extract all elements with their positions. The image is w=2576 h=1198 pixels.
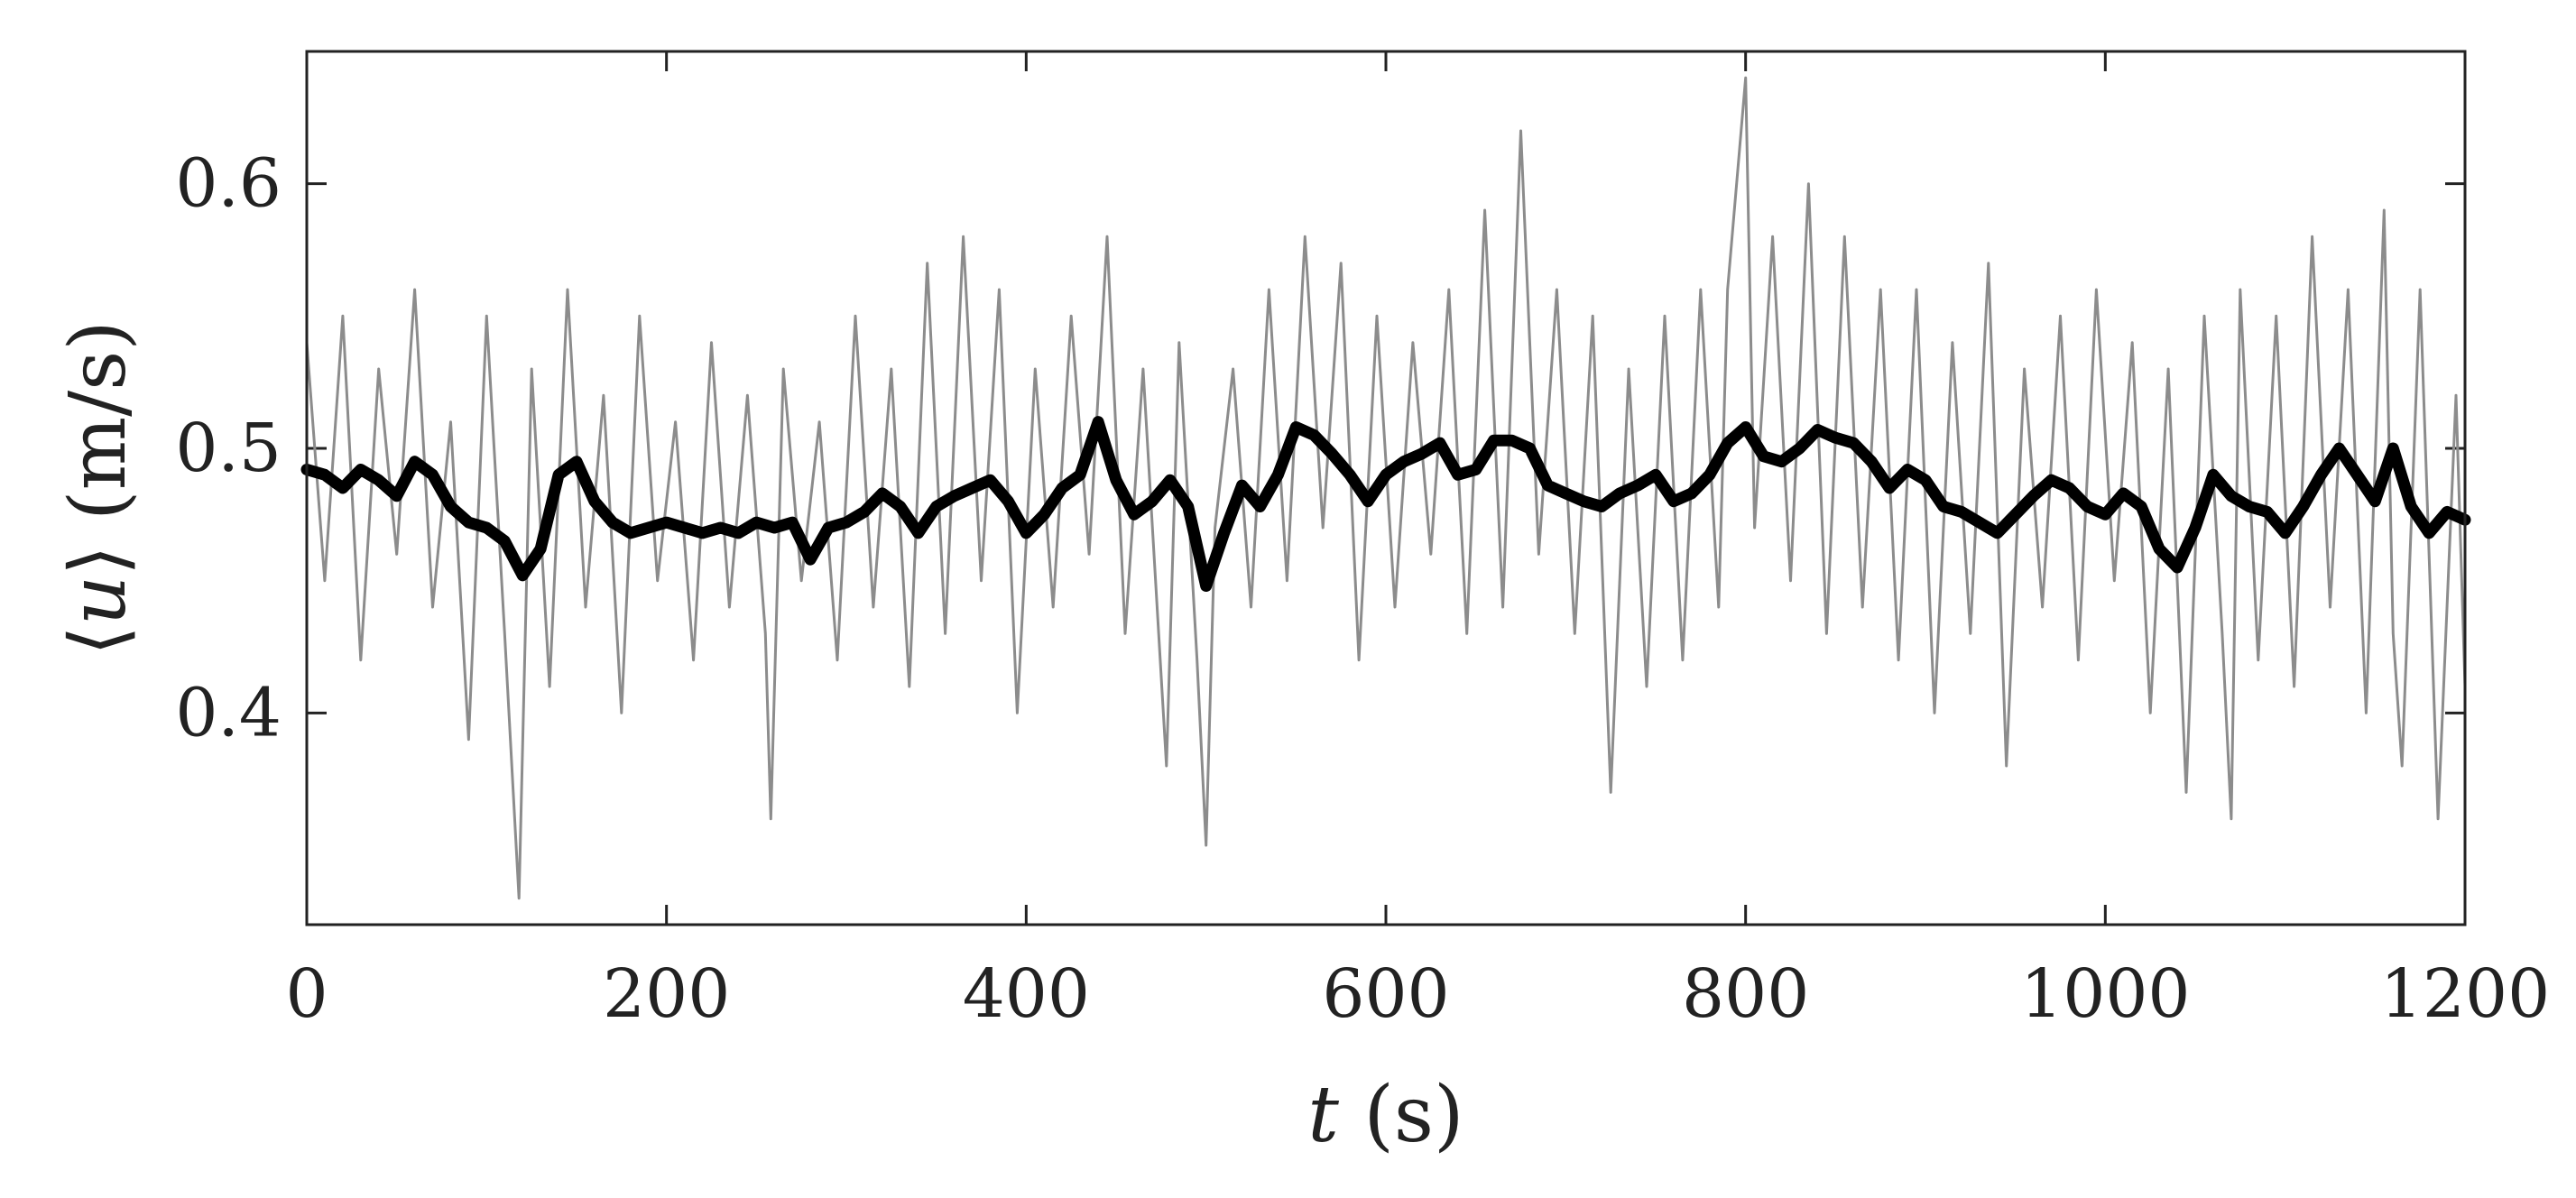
x-tick-label: 200	[603, 955, 730, 1033]
plot-background	[307, 51, 2465, 925]
x-axis-tick-labels: 0 200 400 600 800 1000 1200	[285, 955, 2550, 1033]
x-tick-label: 1200	[2380, 955, 2550, 1033]
series-line-smoothed	[300, 416, 2471, 592]
y-axis-label-unit: (m/s)	[53, 320, 143, 545]
x-tick-label: 600	[1322, 955, 1449, 1033]
y-axis-label: ⟨u⟩ (m/s)	[53, 320, 143, 656]
y-tick-label: 0.5	[175, 410, 282, 487]
x-tick-label: 0	[285, 955, 328, 1033]
plot-frame	[305, 50, 2467, 926]
y-axis-tick-labels: 0.4 0.5 0.6	[175, 145, 282, 752]
series-layer	[300, 76, 2471, 900]
x-axis-label: t (s)	[1307, 1070, 1463, 1160]
x-tick-label: 1000	[2020, 955, 2190, 1033]
x-axis-label-variable: t	[1307, 1070, 1339, 1160]
y-axis-label-close-bracket: ⟩	[53, 545, 143, 576]
series-line-raw	[305, 76, 2467, 900]
y-axis-label-variable: u	[53, 576, 143, 625]
y-tick-label: 0.4	[175, 674, 282, 751]
x-axis-label-unit: (s)	[1339, 1070, 1464, 1160]
y-tick-label: 0.6	[175, 145, 282, 223]
y-axis-label-open-bracket: ⟨	[53, 625, 143, 656]
x-tick-label: 400	[963, 955, 1090, 1033]
x-tick-label: 800	[1682, 955, 1809, 1033]
